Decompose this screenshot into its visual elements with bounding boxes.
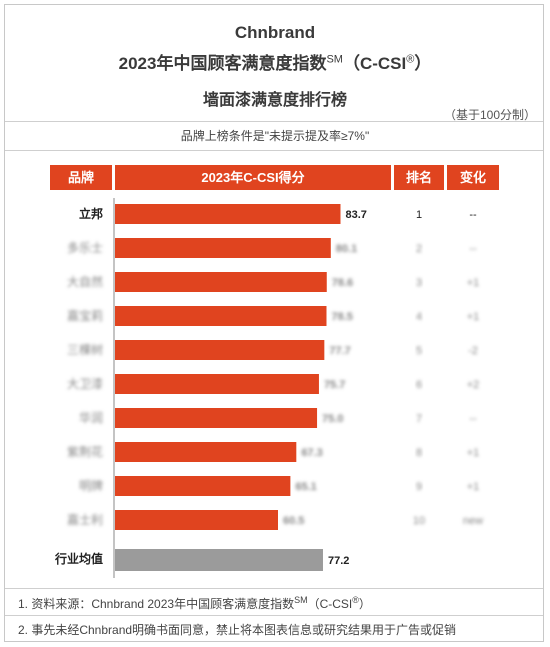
value-label: 65.1 <box>295 481 316 493</box>
rank-label: 9 <box>416 481 422 493</box>
chart-subtitle: 墙面漆满意度排行榜 <box>202 92 347 109</box>
brand-title: Chnbrand <box>234 23 316 42</box>
footnote-source-tail: （C-CSI <box>307 597 353 611</box>
value-label: 75.7 <box>324 379 345 391</box>
footnote-source-reg: ® <box>352 595 359 605</box>
rank-label: 3 <box>416 277 422 289</box>
category-label: 明牌 <box>79 479 103 493</box>
rank-label: 8 <box>416 447 422 459</box>
bar <box>115 306 327 326</box>
change-label: -- <box>469 413 477 425</box>
change-label: -- <box>469 209 477 221</box>
bar <box>115 204 341 224</box>
scale-note: （基于100分制） <box>443 108 536 122</box>
rank-label: 10 <box>413 515 425 527</box>
condition-divider <box>5 150 543 151</box>
header-change: 变化 <box>447 165 499 190</box>
value-label: 83.7 <box>346 209 367 221</box>
category-label: 三棵树 <box>67 342 103 357</box>
chart-title-sup: SM <box>326 53 343 66</box>
chart-title-tail: （C-CSI <box>342 54 407 73</box>
change-label: +1 <box>467 447 480 459</box>
value-label: 75.0 <box>322 413 343 425</box>
category-label: 大卫漆 <box>67 377 103 391</box>
category-label: 嘉宝莉 <box>67 309 103 323</box>
footnote-source-text: 1. 资料来源：Chnbrand 2023年中国顾客满意度指数 <box>18 597 295 611</box>
average-bar <box>115 549 323 571</box>
change-label: -- <box>469 243 477 255</box>
value-label: 78.5 <box>331 311 352 323</box>
footnote-source: 1. 资料来源：Chnbrand 2023年中国顾客满意度指数SM（C-CSI®… <box>18 595 371 612</box>
bar <box>115 340 325 360</box>
change-label: new <box>463 515 483 527</box>
change-label: -2 <box>468 345 478 357</box>
category-label: 大自然 <box>67 274 103 289</box>
top-divider <box>5 121 543 122</box>
category-label: 嘉士利 <box>67 513 103 527</box>
footnote-divider <box>5 615 543 616</box>
average-label: 行业均值 <box>54 551 103 566</box>
rank-label: 2 <box>416 243 422 255</box>
header-brand: 品牌 <box>50 165 112 190</box>
footnote-disclaimer: 2. 事先未经Chnbrand明确书面同意，禁止将本图表信息或研究结果用于广告或… <box>18 623 457 637</box>
bar <box>115 442 297 462</box>
rank-label: 4 <box>416 311 422 323</box>
change-label: +1 <box>467 311 480 323</box>
footer-divider <box>5 588 543 589</box>
bar <box>115 476 291 496</box>
change-label: +1 <box>467 277 480 289</box>
category-label: 华润 <box>79 411 103 425</box>
footnote-source-sup: SM <box>294 595 308 605</box>
value-label: 78.6 <box>332 277 353 289</box>
chart-title-main: 2023年中国顾客满意度指数 <box>118 54 327 73</box>
rank-label: 1 <box>416 209 422 221</box>
value-label: 77.7 <box>329 345 350 357</box>
header-rank: 排名 <box>394 165 444 190</box>
value-label: 60.5 <box>283 515 304 527</box>
bar <box>115 238 331 258</box>
footnote-source-close: ） <box>358 597 371 611</box>
rank-label: 5 <box>416 345 422 357</box>
category-label: 多乐士 <box>67 241 103 255</box>
chart-title: 2023年中国顾客满意度指数SM（C-CSI®） <box>0 49 550 74</box>
rank-label: 6 <box>416 379 422 391</box>
header-score: 2023年C-CSI得分 <box>115 165 391 190</box>
value-label: 67.3 <box>301 447 322 459</box>
chart-title-close: ） <box>414 54 432 73</box>
chart-title-reg: ® <box>406 53 415 66</box>
listing-condition: 品牌上榜条件是"未提示提及率≥7%" <box>180 129 370 143</box>
bar <box>115 374 319 394</box>
change-label: +2 <box>467 379 480 391</box>
category-label: 立邦 <box>79 206 103 221</box>
bar <box>115 408 318 428</box>
bar <box>115 510 278 530</box>
value-label: 80.1 <box>336 243 357 255</box>
change-label: +1 <box>467 481 480 493</box>
bar <box>115 272 327 292</box>
category-label: 紫荆花 <box>67 444 103 459</box>
average-value-label: 77.2 <box>328 555 349 567</box>
rank-label: 7 <box>416 413 422 425</box>
